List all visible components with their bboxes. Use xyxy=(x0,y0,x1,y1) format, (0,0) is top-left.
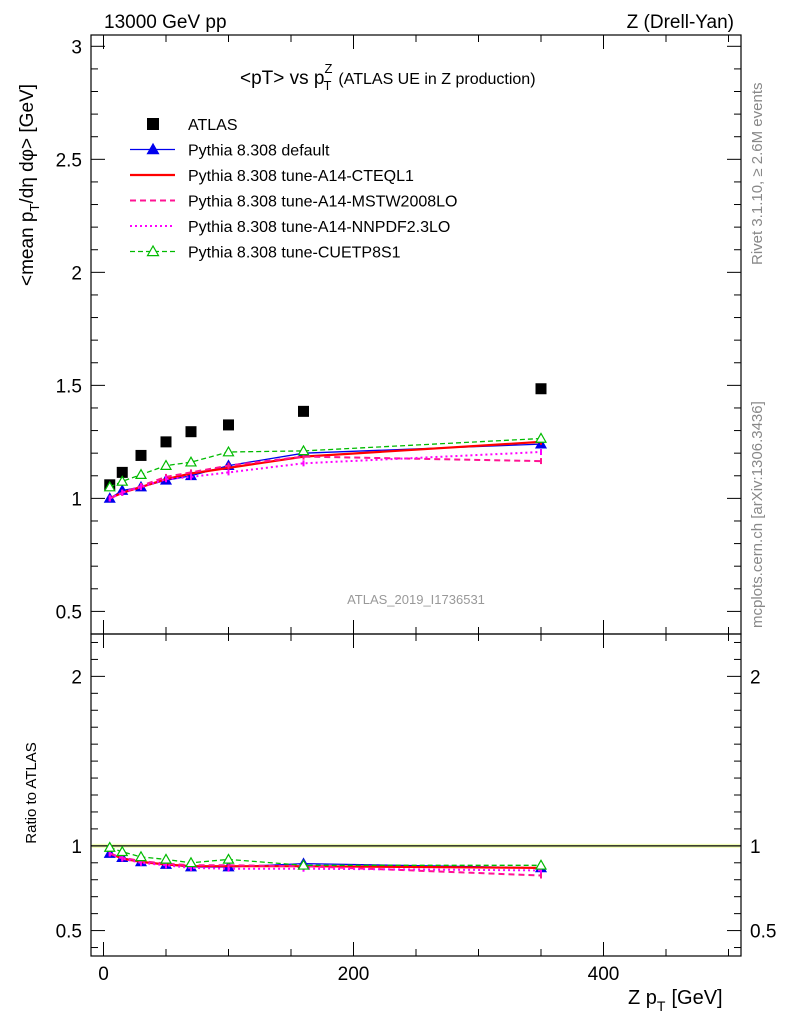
series-5-ratio-point xyxy=(134,850,148,862)
atlas-point xyxy=(223,419,234,431)
atlas-point xyxy=(298,405,309,417)
y-tick-label-ratio: 0.5 xyxy=(56,922,82,943)
series-5-ratio-point xyxy=(184,856,198,868)
atlas-point xyxy=(116,466,128,478)
legend-entry: Pythia 8.308 tune-CUETP8S1 xyxy=(130,245,401,262)
xlabel-part1: Z p xyxy=(628,987,657,1009)
series-3-ratio-line xyxy=(109,852,542,877)
legend-entry: Pythia 8.308 tune-A14-CTEQL1 xyxy=(130,168,414,185)
series-5-ratio-point xyxy=(222,853,235,864)
series-5-ratio-point xyxy=(297,859,310,870)
legend-label: Pythia 8.308 default xyxy=(188,143,330,160)
series-5-point xyxy=(222,445,235,457)
chart-title-sup: Z xyxy=(325,61,333,76)
rivet-label: Rivet 3.1.10, ≥ 2.6M events xyxy=(749,83,766,266)
y-tick-label-ratio-right: 0.5 xyxy=(750,922,776,943)
header-process-label: Z (Drell-Yan) xyxy=(627,12,734,33)
legend: ATLAS Pythia 8.308 default Pythia 8.308 tu… xyxy=(130,117,457,262)
analysis-id: ATLAS_2019_I1736531 xyxy=(347,592,485,607)
y-tick-label-main: 1 xyxy=(71,489,82,510)
legend-marker xyxy=(146,142,160,155)
y-tick-label-main: 1.5 xyxy=(56,376,82,397)
series-5-ratio-point xyxy=(159,853,173,864)
legend-entry: ATLAS xyxy=(147,117,238,134)
series-5-ratio-point xyxy=(534,859,548,870)
ratio-panel: 0 200 400 0.5 0.5 1 1 2 2 xyxy=(56,35,776,985)
series-5-point xyxy=(134,468,148,479)
series-2-line xyxy=(109,440,542,500)
xlabel: Z pT [GeV] xyxy=(628,987,723,1014)
series-5-line xyxy=(109,437,542,488)
series-1-line xyxy=(109,443,542,499)
series-5-point xyxy=(534,432,548,443)
series-5-point xyxy=(116,475,129,486)
atlas-point xyxy=(160,436,172,448)
ylabel-main-sub: T xyxy=(27,204,42,212)
ylabel-main-part2: /dη dφ> [GeV] xyxy=(17,84,38,204)
y-tick-label-ratio-right: 2 xyxy=(750,667,761,688)
header-collision-label: 13000 GeV pp xyxy=(104,12,227,33)
series-5-point xyxy=(184,456,198,467)
legend-label: ATLAS xyxy=(188,117,238,134)
y-tick-label-main: 3 xyxy=(71,37,82,58)
series-5-ratio-point xyxy=(103,841,116,852)
series-4-line xyxy=(109,451,542,500)
y-tick-label-main: 0.5 xyxy=(56,602,82,623)
atlas-point xyxy=(185,426,197,438)
legend-marker xyxy=(147,118,159,130)
atlas-point xyxy=(535,383,547,395)
x-tick-label: 400 xyxy=(588,964,620,985)
chart-title: <pT> vs pZ T (ATLAS UE in Z production) xyxy=(240,61,536,93)
xlabel-part2: [GeV] xyxy=(671,987,722,1009)
x-tick-label: 0 xyxy=(98,964,109,985)
x-tick-label: 200 xyxy=(338,964,370,985)
y-tick-label-ratio: 2 xyxy=(71,667,82,688)
series-5-point xyxy=(159,459,173,470)
chart-title-sub: T xyxy=(323,78,331,93)
ratio-frame xyxy=(90,633,742,957)
legend-label: Pythia 8.308 tune-A14-MSTW2008LO xyxy=(188,194,457,211)
chart-title-main: <pT> vs p xyxy=(240,68,325,89)
series-3-line xyxy=(109,455,542,500)
xlabel-sub: T xyxy=(657,998,666,1014)
y-tick-label-main: 2.5 xyxy=(56,150,82,171)
legend-entry: Pythia 8.308 default xyxy=(130,143,330,160)
series-5-ratio-line xyxy=(109,846,541,866)
legend-label: Pythia 8.308 tune-A14-CTEQL1 xyxy=(188,168,414,185)
legend-label: Pythia 8.308 tune-CUETP8S1 xyxy=(188,245,401,262)
ylabel-ratio: Ratio to ATLAS xyxy=(23,742,40,843)
series-5-point xyxy=(103,480,116,492)
mcplots-label: mcplots.cern.ch [arXiv:1306.3436] xyxy=(749,401,766,628)
series-4-ratio-line xyxy=(109,852,542,872)
legend-label: Pythia 8.308 tune-A14-NNPDF2.3LO xyxy=(188,219,450,236)
y-tick-label-ratio: 1 xyxy=(71,837,82,858)
series-5-point xyxy=(297,444,310,456)
y-tick-label-main: 2 xyxy=(71,263,82,284)
legend-marker xyxy=(146,244,160,257)
ylabel-main: <mean pT/dη dφ> [GeV] xyxy=(17,84,42,286)
y-tick-label-ratio-right: 1 xyxy=(750,837,761,858)
atlas-point xyxy=(135,449,147,461)
legend-entry: Pythia 8.308 tune-A14-MSTW2008LO xyxy=(130,194,457,211)
series-5-ratio-point xyxy=(116,845,129,857)
chart-title-suffix: (ATLAS UE in Z production) xyxy=(338,71,535,88)
legend-entry: Pythia 8.308 tune-A14-NNPDF2.3LO xyxy=(130,219,450,236)
ylabel-main-part1: <mean p xyxy=(17,212,38,286)
